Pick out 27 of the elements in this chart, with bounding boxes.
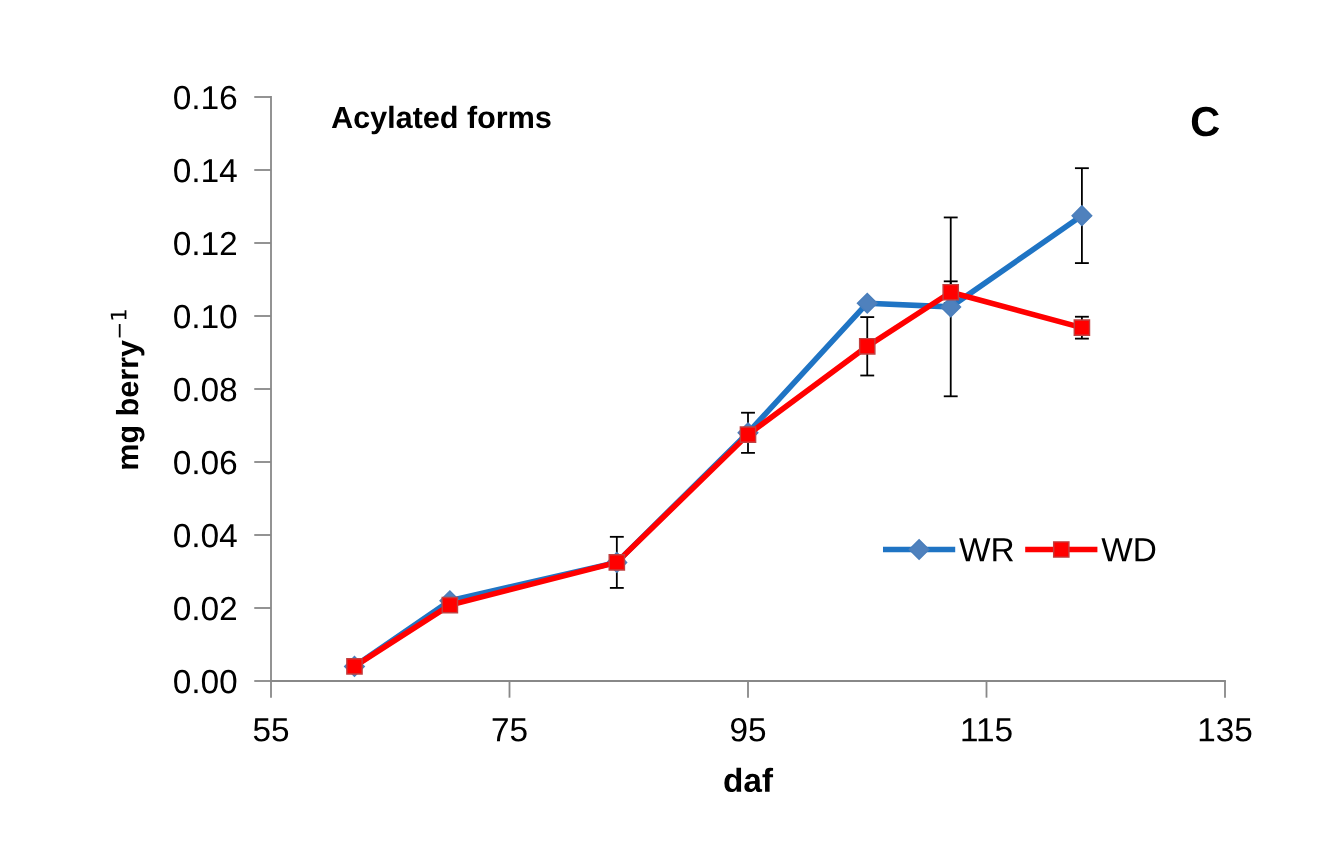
x-tick-label: 75 bbox=[492, 718, 527, 742]
y-tick-label: 0.00 bbox=[174, 669, 237, 694]
point bbox=[1071, 205, 1093, 227]
y-axis-title: mg berry$^{−1}$ bbox=[110, 310, 145, 469]
point bbox=[942, 283, 960, 301]
annotation: Acylated forms bbox=[331, 105, 551, 135]
y-tick-label: 0.06 bbox=[174, 450, 237, 475]
y-tick-label: 0.12 bbox=[174, 231, 236, 256]
y-tick-label: 0.16 bbox=[174, 85, 237, 110]
y-tick-label: 0.10 bbox=[174, 304, 237, 329]
y-tick-label: 0.08 bbox=[174, 377, 237, 402]
legend-label: WD bbox=[1101, 538, 1156, 562]
legend-label: WR bbox=[959, 538, 1014, 562]
point bbox=[739, 426, 757, 443]
x-tick-label: 55 bbox=[253, 718, 289, 742]
y-tick-label: 0.04 bbox=[174, 523, 237, 548]
point bbox=[858, 337, 876, 355]
annotation: C bbox=[1191, 106, 1220, 137]
x-tick-label: 135 bbox=[1199, 717, 1252, 742]
x-axis-title: daf bbox=[724, 767, 774, 793]
point bbox=[441, 596, 459, 614]
point bbox=[1073, 319, 1091, 337]
y-tick-label: 0.14 bbox=[174, 158, 237, 183]
x-tick-label: 115 bbox=[962, 718, 1012, 742]
x-tick-label: 95 bbox=[731, 717, 766, 742]
y-tick-label: 0.02 bbox=[174, 596, 236, 621]
point bbox=[856, 292, 878, 314]
